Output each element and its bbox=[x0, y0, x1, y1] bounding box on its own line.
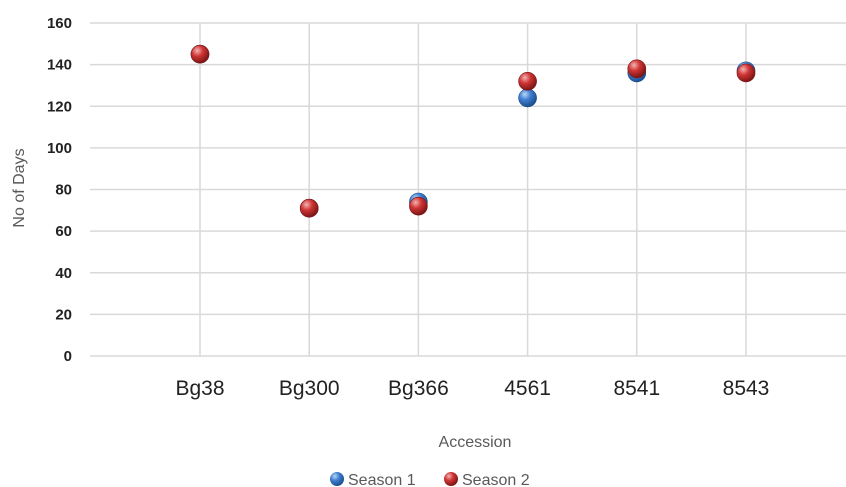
point-season-2-8543 bbox=[736, 63, 756, 83]
x-tick-label: Bg300 bbox=[279, 377, 340, 400]
y-tick-label: 80 bbox=[55, 182, 72, 199]
point-season-2-bg300 bbox=[299, 198, 319, 218]
x-tick-label: 8543 bbox=[723, 377, 770, 400]
point-season-2-4561 bbox=[518, 71, 537, 91]
y-tick-label: 20 bbox=[55, 306, 72, 323]
y-tick-label: 100 bbox=[47, 140, 72, 157]
point-season-2-bg38 bbox=[190, 44, 210, 64]
x-tick-label: Bg366 bbox=[388, 377, 449, 400]
data-points bbox=[190, 44, 756, 218]
y-tick-label: 40 bbox=[55, 265, 72, 282]
x-tick-label: Bg38 bbox=[175, 377, 224, 400]
y-tick-label: 140 bbox=[47, 57, 72, 74]
y-axis-title: No of Days bbox=[11, 148, 28, 227]
x-axis-ticks: Bg38 Bg300 Bg366 4561 8541 8543 bbox=[175, 377, 769, 400]
point-season-1-4561 bbox=[518, 88, 537, 108]
legend-label-2: Season 2 bbox=[462, 472, 530, 487]
legend-marker-1 bbox=[330, 472, 344, 486]
gridlines bbox=[90, 22, 846, 357]
y-tick-label: 60 bbox=[55, 223, 72, 240]
y-axis-ticks: 0 20 40 60 80 100 120 140 160 bbox=[47, 15, 72, 365]
y-tick-label: 160 bbox=[47, 15, 72, 32]
legend-label-1: Season 1 bbox=[348, 472, 416, 487]
y-tick-label: 120 bbox=[47, 98, 72, 115]
x-axis-title: Accession bbox=[439, 434, 512, 451]
legend: Season 1 Season 2 bbox=[330, 472, 530, 487]
x-tick-label: 8541 bbox=[613, 377, 660, 400]
y-tick-label: 0 bbox=[64, 348, 72, 365]
point-season-2-bg366 bbox=[409, 196, 428, 216]
point-season-2-8541 bbox=[627, 59, 647, 79]
x-tick-label: 4561 bbox=[504, 377, 551, 400]
legend-marker-2 bbox=[444, 472, 458, 486]
